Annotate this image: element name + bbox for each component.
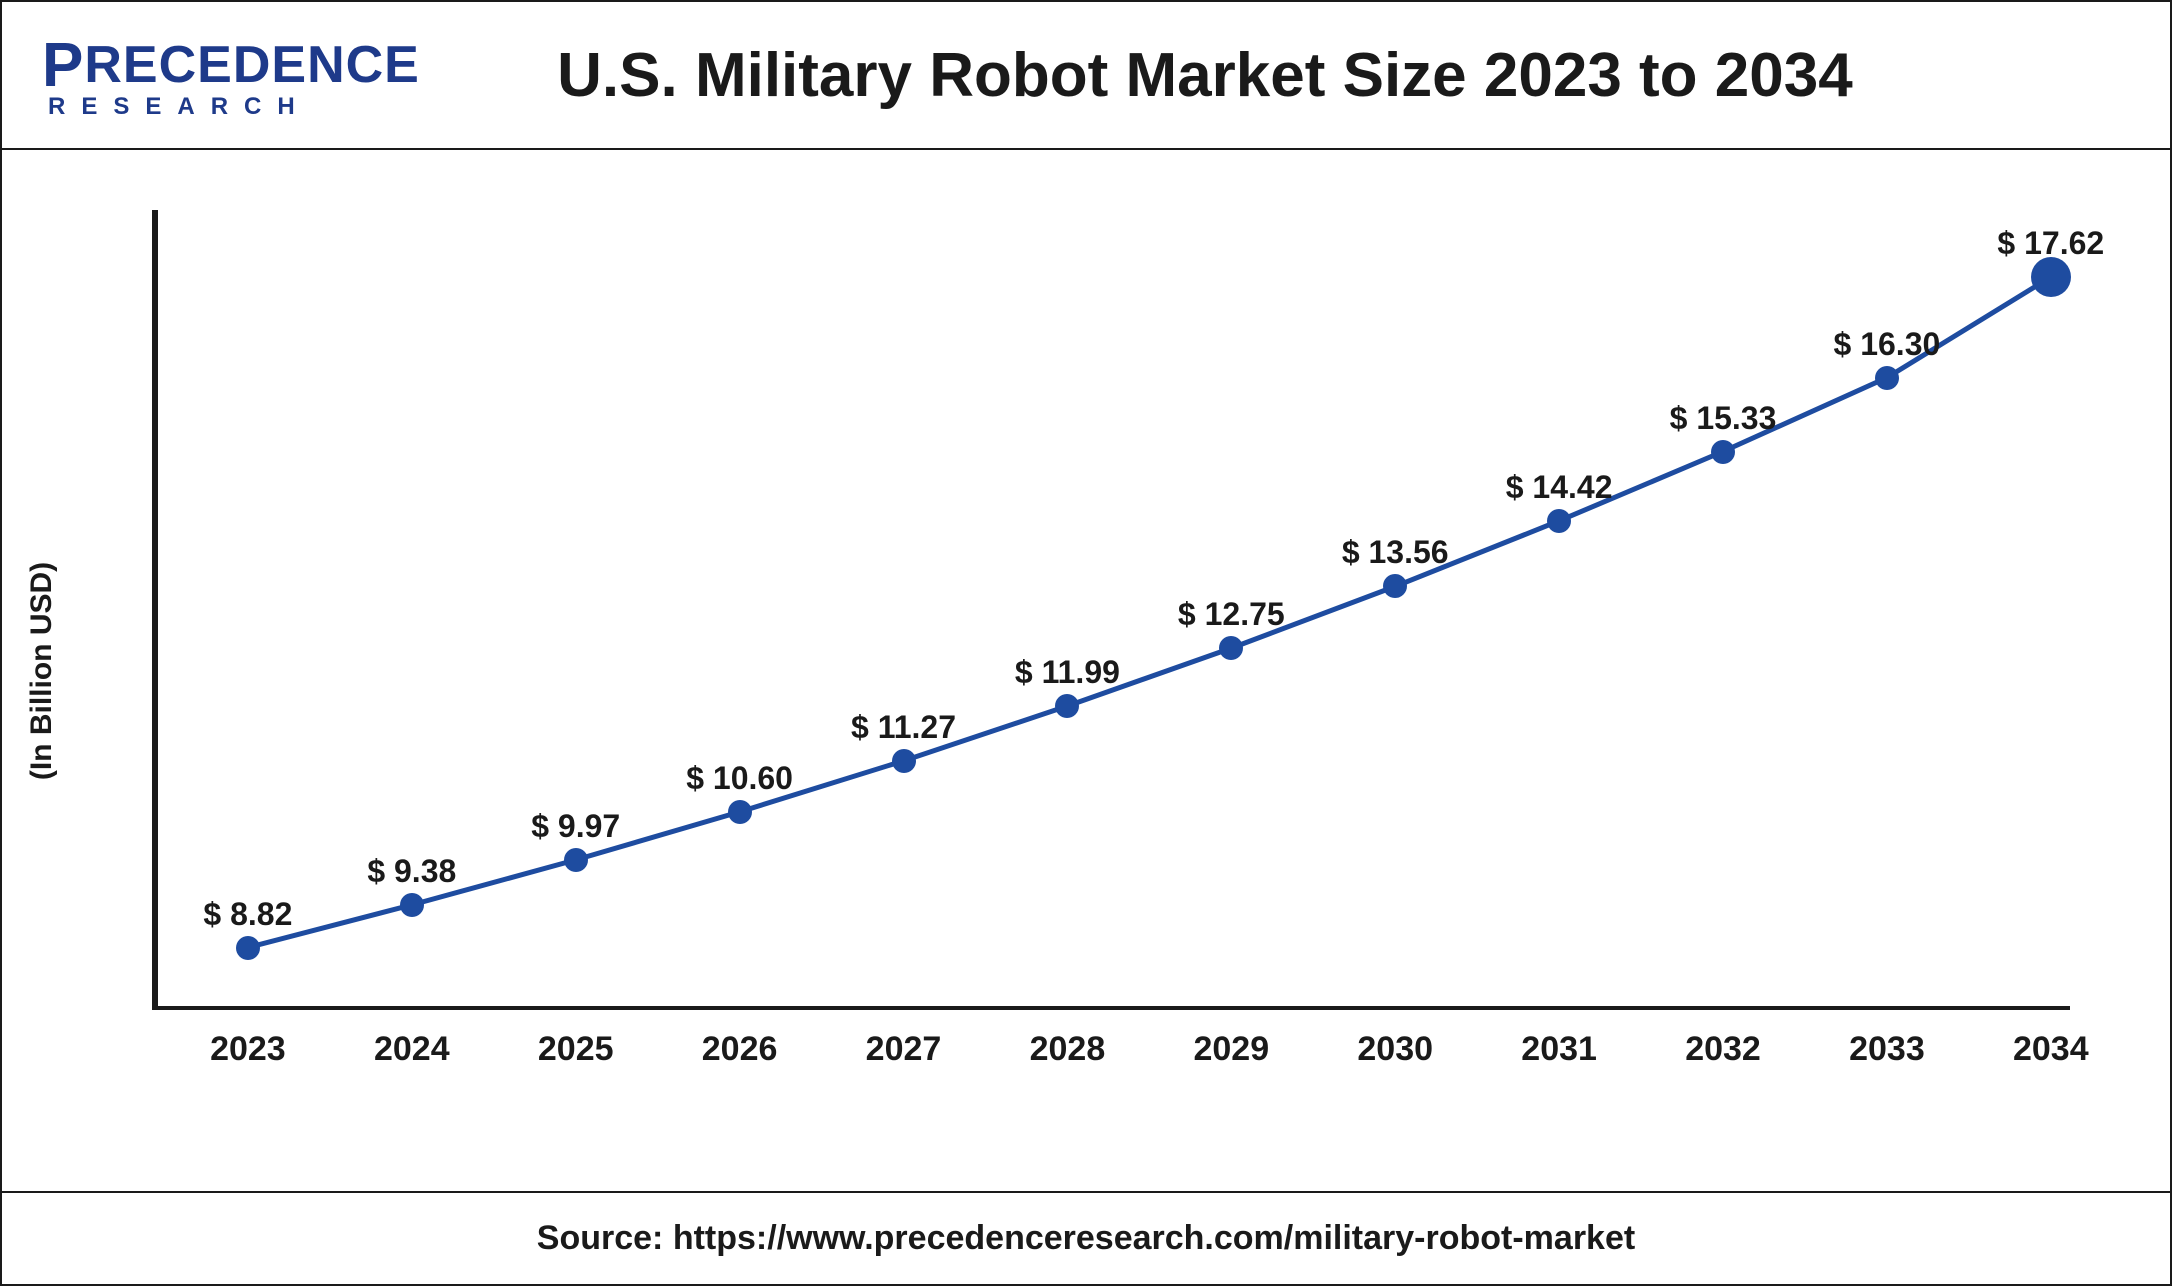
data-label: $ 9.38 xyxy=(367,853,456,890)
data-label: $ 11.27 xyxy=(851,709,956,746)
x-tick-label: 2027 xyxy=(866,1030,942,1069)
x-tick-label: 2028 xyxy=(1030,1030,1106,1069)
x-tick-label: 2032 xyxy=(1685,1030,1761,1069)
x-tick-label: 2034 xyxy=(2013,1030,2089,1069)
data-point xyxy=(728,800,752,824)
data-label: $ 10.60 xyxy=(686,760,793,797)
data-point xyxy=(2031,257,2071,297)
x-tick-label: 2033 xyxy=(1849,1030,1925,1069)
logo-p: P xyxy=(42,30,84,101)
data-label: $ 14.42 xyxy=(1506,469,1613,506)
data-point xyxy=(400,893,424,917)
data-label: $ 9.97 xyxy=(531,808,620,845)
data-label: $ 15.33 xyxy=(1670,400,1777,437)
header: P RECEDENCE RESEARCH U.S. Military Robot… xyxy=(0,0,2172,150)
x-tick-label: 2030 xyxy=(1357,1030,1433,1069)
data-point xyxy=(1547,509,1571,533)
data-label: $ 17.62 xyxy=(1997,225,2104,262)
plot-area: $ 8.82 $ 9.38 $ 9.97 $ 10.60 $ 11.27 $ 11.99 $… xyxy=(152,210,2070,1010)
logo-sub: RESEARCH xyxy=(48,93,420,121)
data-point xyxy=(1219,636,1243,660)
footer: Source: https://www.precedenceresearch.c… xyxy=(0,1191,2172,1286)
logo-text: RECEDENCE xyxy=(84,35,420,95)
data-label: $ 13.56 xyxy=(1342,535,1449,572)
x-tick-label: 2029 xyxy=(1193,1030,1269,1069)
data-point xyxy=(564,848,588,872)
data-label: $ 12.75 xyxy=(1178,596,1285,633)
data-point xyxy=(1383,574,1407,598)
logo-main: P RECEDENCE xyxy=(42,30,420,101)
y-axis-label: (In Billion USD) xyxy=(25,561,59,779)
data-point xyxy=(1055,694,1079,718)
x-tick-label: 2031 xyxy=(1521,1030,1597,1069)
source-text: Source: https://www.precedenceresearch.c… xyxy=(2,1219,2170,1258)
data-label: $ 8.82 xyxy=(203,896,292,933)
x-tick-label: 2025 xyxy=(538,1030,614,1069)
data-point xyxy=(1711,440,1735,464)
x-tick-label: 2026 xyxy=(702,1030,778,1069)
x-tick-label: 2024 xyxy=(374,1030,450,1069)
data-label: $ 11.99 xyxy=(1015,654,1120,691)
data-point xyxy=(892,749,916,773)
x-axis-labels: 2023 2024 2025 2026 2027 2028 2029 2030 2031 2032… xyxy=(152,1030,2070,1100)
x-tick-label: 2023 xyxy=(210,1030,286,1069)
logo: P RECEDENCE RESEARCH xyxy=(42,30,420,121)
data-point xyxy=(236,936,260,960)
chart-container: (In Billion USD) $ 8.82 $ 9.38 $ 9.97 $ 10.… xyxy=(0,150,2172,1191)
data-label: $ 16.30 xyxy=(1834,326,1941,363)
data-point xyxy=(1875,366,1899,390)
chart-title: U.S. Military Robot Market Size 2023 to … xyxy=(460,40,2130,111)
